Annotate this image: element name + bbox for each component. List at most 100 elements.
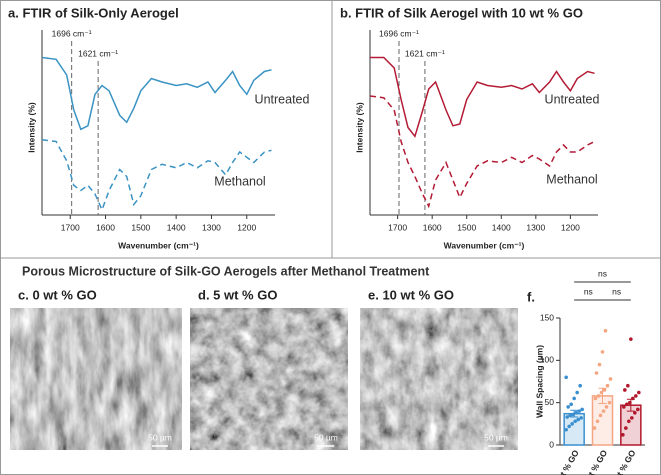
data-point [575,390,579,395]
spectrum-line [41,139,272,212]
data-point [621,433,625,437]
x-tick-label: 1700 [61,222,80,232]
x-tick-label: 5 wt % GO [579,448,609,475]
x-tick-label: 1200 [237,222,256,232]
x-tick-label: 1600 [96,222,115,232]
image-label: e. 10 wt % GO [368,287,454,302]
scale-bar-label: 50 µm [484,432,508,442]
series-label: Untreated [545,92,600,106]
spectrum-line [41,56,272,131]
data-point [604,405,609,409]
data-point [567,424,571,429]
y-tick-label: 150 [540,312,554,322]
data-point [594,371,599,375]
data-point [598,413,603,418]
significance-label: ns [612,286,621,296]
data-point [623,388,627,392]
data-point [568,413,572,418]
data-point [578,383,582,388]
data-point [626,383,630,388]
data-point [630,416,634,420]
significance-label: ns [598,268,607,278]
x-tick-label: 1400 [167,222,186,232]
y-tick-label: 0 [549,439,554,449]
data-point [572,396,576,401]
x-tick-label: 10 wt % GO [605,448,637,475]
data-point [599,390,604,395]
data-point [573,419,577,424]
scale-bar-label: 50 µm [148,432,172,442]
x-tick-label: 1400 [492,222,511,232]
annotation-label: 1696 cm⁻¹ [379,28,419,38]
panel-title: b. FTIR of Silk Aerogel with 10 wt % GO [340,5,583,20]
x-tick-label: 1300 [202,222,221,232]
x-tick-label: 1500 [131,222,150,232]
data-point [625,402,629,407]
data-point [601,409,606,413]
data-point [637,390,641,395]
data-point [631,396,635,401]
data-point [564,375,568,380]
series-label: Methanol [214,174,265,188]
x-tick-label: 1600 [423,222,442,232]
data-point [580,407,584,412]
x-tick-label: 1500 [457,222,476,232]
data-point [636,407,640,412]
data-point [571,412,575,417]
data-point [634,394,638,398]
data-point [597,362,602,367]
x-tick-label: 0 wt % GO [551,448,581,475]
spectrum-line [370,56,595,138]
sem-image [190,308,348,450]
panel-title: a. FTIR of Silk-Only Aerogel [8,5,179,20]
panel-title: f. [527,289,535,304]
x-tick-label: 1300 [526,222,545,232]
data-point [608,377,613,381]
data-point [569,402,573,407]
data-point [595,419,600,424]
y-axis-label: Intensity (%) [354,102,364,153]
significance-label: ns [584,286,593,296]
annotation-label: 1621 cm⁻¹ [405,48,445,58]
data-point [622,405,626,409]
data-point [576,417,580,422]
scale-bar-label: 50 µm [314,432,338,442]
data-point [624,426,628,430]
image-label: d. 5 wt % GO [198,287,277,302]
data-point [564,427,568,432]
data-point [628,400,632,405]
data-point [605,383,610,388]
data-point [607,400,612,405]
data-point [600,350,605,354]
y-axis-label: Intensity (%) [26,102,36,153]
section-title: Porous Microstructure of Silk-GO Aerogel… [22,264,430,278]
y-tick-label: 50 [545,397,555,407]
data-point [627,419,631,424]
sem-image [360,308,518,450]
x-axis-label: Wavenumber (cm⁻¹) [444,240,525,250]
data-point [577,409,581,413]
data-point [565,415,569,419]
error-bar [598,387,607,405]
data-point [633,411,637,415]
image-label: c. 0 wt % GO [18,287,97,302]
x-tick-label: 1200 [561,222,580,232]
series-label: Untreated [255,92,310,106]
data-point [603,328,608,333]
data-point [593,396,598,401]
data-point [602,388,607,392]
y-axis-label: Wall Spacing (µm) [534,345,544,418]
data-point [566,405,570,409]
data-point [574,411,578,415]
data-point [596,394,601,398]
data-point [579,416,583,420]
series-label: Methanol [546,172,597,186]
data-point [629,337,633,341]
x-tick-label: 1700 [388,222,407,232]
spectrum-line [369,95,595,209]
annotation-label: 1696 cm⁻¹ [52,28,92,38]
y-tick-label: 100 [540,355,554,365]
x-axis-label: Wavenumber (cm⁻¹) [118,240,199,250]
sem-image [10,308,182,450]
